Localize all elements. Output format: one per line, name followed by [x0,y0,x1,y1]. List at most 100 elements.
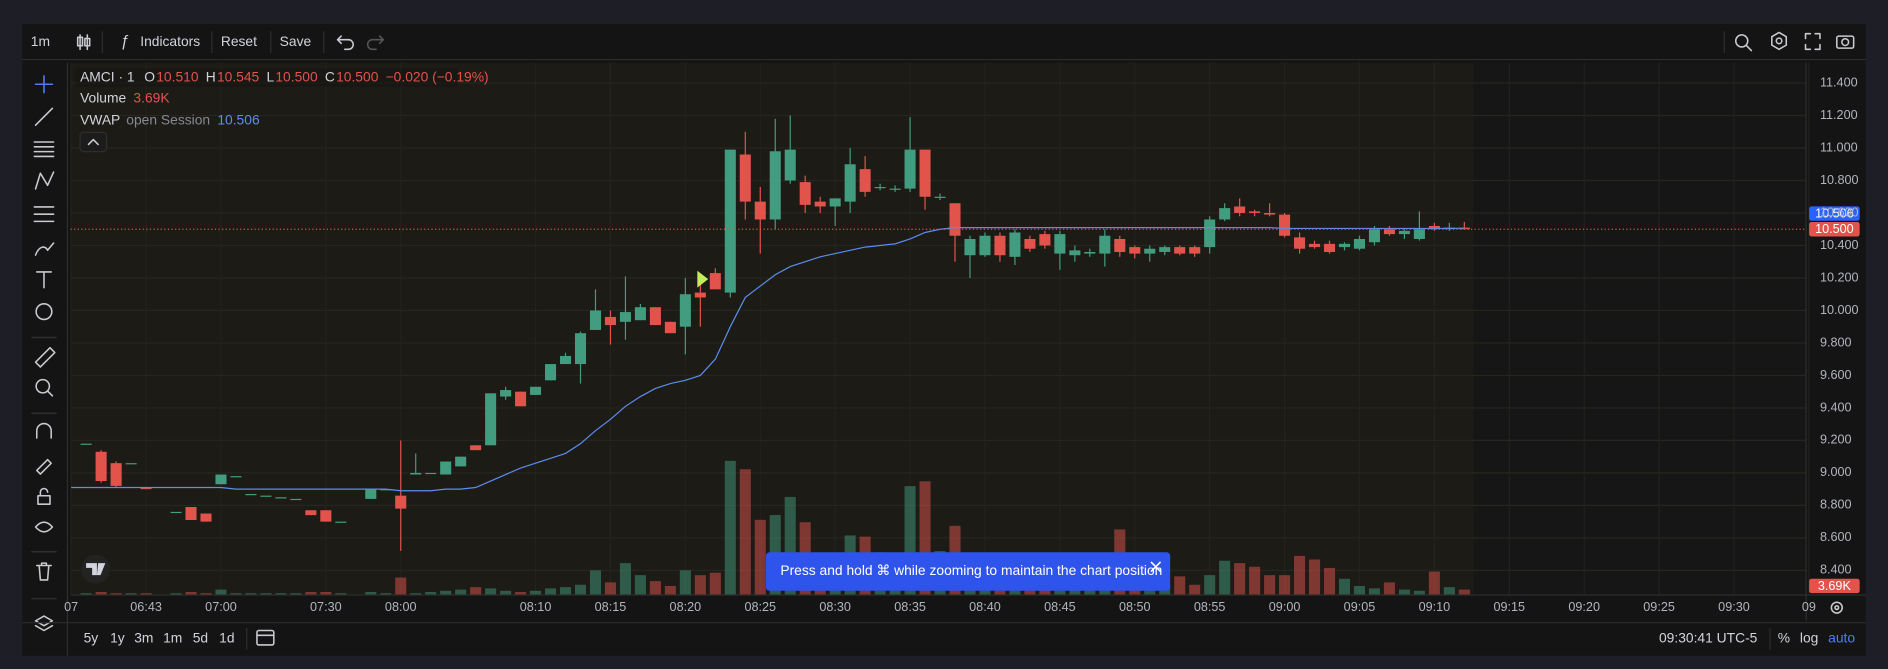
search-button[interactable] [1734,34,1753,52]
candle-body [170,511,182,514]
candle-body [275,497,287,499]
measure-tool[interactable] [34,346,56,368]
candle-body [964,238,976,256]
range-button[interactable]: 1m [163,630,182,646]
legend-collapse-button[interactable] [79,131,108,153]
range-button[interactable]: 5y [84,630,99,646]
lock-tool[interactable] [37,487,51,505]
range-button[interactable]: 1y [110,630,125,646]
y-tick-label: 10.000 [1820,303,1859,317]
interval-button[interactable]: 1m [31,33,50,49]
candle-body [1413,229,1425,239]
candle-body [649,307,661,326]
volume-bar [1458,589,1470,595]
future-background [1473,62,1806,595]
candle-body [1368,229,1380,243]
save-button[interactable]: Save [280,33,312,49]
hide-tool[interactable] [34,521,54,533]
screenshot-button[interactable] [1836,35,1855,49]
high-value: 10.545 [217,68,260,84]
y-tick-label: 9.400 [1820,400,1852,414]
candle-body [934,196,946,198]
volume-bar [440,590,452,595]
candle-body [1144,248,1156,254]
axis-settings-button[interactable] [1830,601,1843,614]
candle-body [1338,243,1351,248]
volume-bar [485,588,497,595]
chart-style-button[interactable] [76,34,91,51]
settings-button[interactable] [1771,31,1788,51]
fib-tool[interactable] [33,141,55,158]
event-marker[interactable] [697,270,709,288]
volume-bar [1428,571,1440,595]
vwap-label[interactable]: VWAP [80,111,120,127]
vwap-price-tag [1809,206,1860,221]
redo-button[interactable] [366,35,385,51]
candle-body [814,201,826,207]
candle-body [1249,211,1261,213]
x-tick-label: 06:43 [130,600,162,614]
zoom-tool[interactable] [35,378,54,397]
x-tick-label: 08:45 [1044,600,1076,614]
candle-body [1084,251,1096,254]
collapse-chevron [87,138,99,146]
y-tick-label: 10.800 [1820,173,1859,187]
volume-bar [1443,587,1455,595]
candle-body [829,198,841,207]
candle-body [365,489,377,499]
range-button[interactable]: 5d [193,630,208,646]
projection-tool[interactable] [33,206,55,223]
candle-body [500,390,512,397]
close-value: 10.500 [336,68,379,84]
volume-bar [500,590,512,595]
range-button[interactable]: 1d [219,630,234,646]
magnet-tool[interactable] [35,422,52,439]
volume-bar [919,481,931,595]
drawing-mode-tool[interactable] [35,458,52,475]
candle-body [1009,232,1021,257]
pattern-tool[interactable] [34,171,55,190]
candle-body [574,333,587,365]
undo-button[interactable] [336,35,354,51]
toast-close[interactable] [1150,561,1162,573]
brush-tool[interactable] [34,242,55,256]
candle-body [200,513,212,522]
overlays [70,227,1806,492]
percent-toggle[interactable]: % [1778,630,1790,646]
volume-bar [320,591,332,595]
candle-body [979,235,991,256]
fullscreen-button[interactable] [1804,32,1821,51]
candle-body [140,487,152,490]
x-tick-label: 08:25 [744,600,776,614]
auto-toggle[interactable]: auto [1828,630,1855,646]
volume-bar [275,593,287,595]
volume-value: 3.69K [133,89,170,105]
candle-body [185,507,197,521]
trend-line-tool[interactable] [34,107,54,126]
object-tree-button[interactable] [34,615,54,632]
volume-bar [1279,575,1291,595]
crosshair-tool[interactable] [34,75,54,94]
candle-body [125,463,137,465]
reset-button[interactable]: Reset [221,33,257,49]
log-toggle[interactable]: log [1800,630,1818,646]
delete-tool[interactable] [35,562,52,581]
range-button[interactable]: 3m [134,630,153,646]
vwap-params: open Session [126,111,210,127]
volume-bar [754,519,766,595]
volume-bar [1353,585,1366,595]
candle-body [1428,225,1440,230]
symbol[interactable]: AMCI · 1 [80,68,135,84]
clock[interactable]: 09:30:41 UTC-5 [1659,630,1758,646]
text-tool[interactable] [35,271,52,289]
candle-body [1309,243,1321,248]
volume-label[interactable]: Volume [80,89,126,105]
volume-bar [1294,555,1306,595]
icon-tool[interactable] [35,303,53,321]
go-to-date-button[interactable] [256,629,275,646]
indicators-icon[interactable]: ƒ [120,33,129,50]
y-tick-label: 8.600 [1820,530,1852,544]
indicators-button[interactable]: Indicators [140,33,200,49]
candle-body [694,292,706,298]
candle-body [410,472,422,475]
